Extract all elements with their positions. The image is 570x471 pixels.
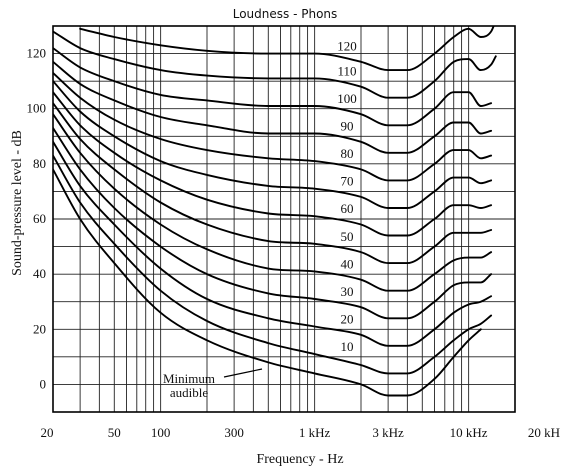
x-tick-label: 3 kHz [372,425,404,440]
x-tick-label: 300 [224,425,244,440]
phon-label-20: 20 [341,312,354,327]
phon-label-70: 70 [341,174,354,189]
phon-label-40: 40 [341,256,354,271]
phon-label-50: 50 [341,229,354,244]
phon-label-120: 120 [337,39,357,54]
annotation-text: Minimum [163,371,215,386]
phon-label-10: 10 [341,339,354,354]
chart-title: Loudness - Phons [233,7,338,21]
phon-label-80: 80 [341,146,354,161]
phon-label-110: 110 [337,63,356,78]
x-tick-label: 20 [41,425,54,440]
plot-frame [52,25,516,413]
y-tick-label: 0 [40,376,47,391]
phon-label-30: 30 [341,284,354,299]
y-tick-label: 20 [33,321,46,336]
x-tick-label: 10 kHz [450,425,488,440]
y-tick-label: 60 [33,211,46,226]
curve-30 [53,127,493,320]
annotation-text: audible [170,385,208,400]
curve-90 [53,60,493,154]
y-tick-labels: 0 20 40 60 80 100 120 [27,46,47,392]
curve-70 [53,80,493,209]
x-tick-label: 50 [108,425,121,440]
x-tick-labels: 20 50 100 300 1 kHz 3 kHz 10 kHz 20 kH [41,425,561,440]
curve-50 [53,102,493,265]
x-axis-label: Frequency - Hz [256,452,343,467]
y-tick-label: 120 [27,46,47,61]
y-tick-label: 100 [27,101,47,116]
y-tick-label: 40 [33,266,46,281]
x-tick-label: 100 [151,425,171,440]
curve-110 [53,30,497,99]
y-axis-label: Sound-pressure level - dB [10,130,25,276]
x-tick-label: 1 kHz [299,425,331,440]
curve-40 [53,113,493,292]
curves [53,26,497,397]
phon-labels: 10 20 30 40 50 60 70 80 90 100 110 120 [337,39,357,355]
x-tick-label: 20 kH [528,425,560,440]
annotation-leader [223,368,263,378]
curve-60 [53,91,493,237]
curve-120 [79,26,495,72]
curve-10 [53,154,493,375]
curve-100 [53,47,493,127]
curve-80 [53,71,493,182]
curve-minimum-audible [53,168,482,397]
phon-label-90: 90 [341,119,354,134]
phon-label-60: 60 [341,201,354,216]
y-tick-label: 80 [33,156,46,171]
curve-20 [53,140,493,347]
phon-label-100: 100 [337,91,357,106]
